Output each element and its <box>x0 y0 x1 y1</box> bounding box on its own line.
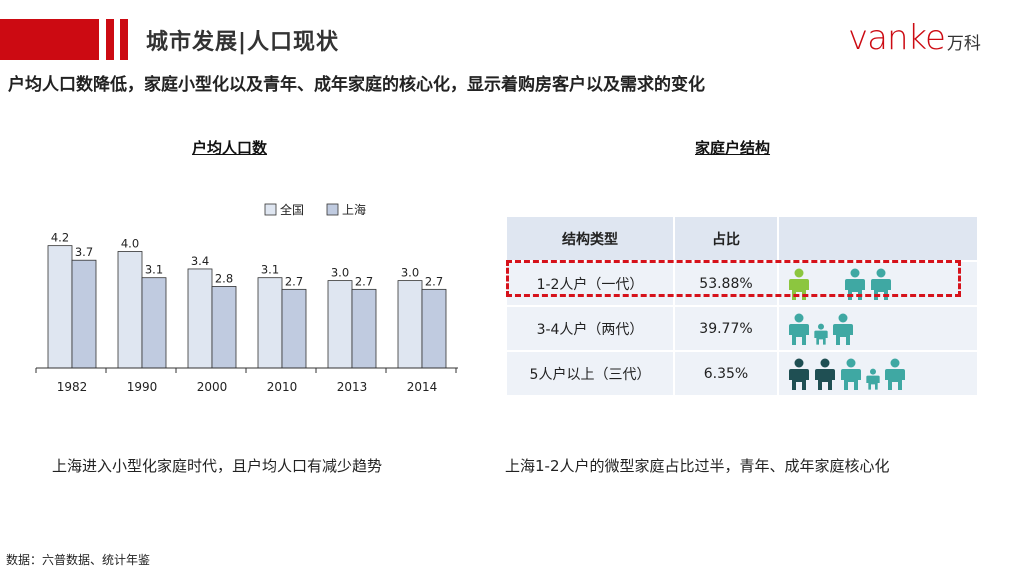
page-subtitle: 户均人口数降低，家庭小型化以及青年、成年家庭的核心化，显示着购房客户以及需求的变… <box>8 75 705 95</box>
x-tick-label: 2013 <box>337 380 368 394</box>
legend-swatch <box>264 203 277 216</box>
header-cell-type: 结构类型 <box>507 217 673 260</box>
data-label: 3.1 <box>261 263 279 277</box>
legend-label: 上海 <box>342 202 366 217</box>
table-row: 3-4人户（两代） 39.77% <box>507 307 977 350</box>
bar <box>47 245 73 369</box>
legend-label: 全国 <box>280 202 304 217</box>
x-tick-label: 1982 <box>57 380 88 394</box>
bar <box>211 286 237 369</box>
bar <box>351 288 377 369</box>
data-label: 4.0 <box>121 236 139 250</box>
left-section-title: 户均人口数 <box>192 139 268 157</box>
x-tick-label: 2010 <box>267 380 298 394</box>
data-label: 2.8 <box>215 271 233 285</box>
child-teal-icon <box>814 323 828 345</box>
row-type: 1-2人户（一代） <box>507 262 673 305</box>
row-type: 3-4人户（两代） <box>507 307 673 350</box>
row-share: 6.35% <box>675 352 777 395</box>
right-caption: 上海1-2人户的微型家庭占比过半，青年、成年家庭核心化 <box>505 457 890 475</box>
bar <box>327 280 353 369</box>
bar <box>141 277 167 369</box>
bar <box>281 288 307 369</box>
header-red-stripe <box>120 19 128 60</box>
data-label: 2.7 <box>355 274 373 288</box>
row-share: 39.77% <box>675 307 777 350</box>
household-size-bar-chart: 全国 上海 4.2 3.7 1982 4.0 3.1 1990 3.4 2.8 2000 3.1 2.7… <box>35 202 458 394</box>
bar <box>117 251 143 369</box>
person-teal-icon <box>833 313 853 345</box>
bar <box>187 268 213 369</box>
highlight-dashed-box <box>506 260 961 297</box>
right-section-title: 家庭户结构 <box>695 139 771 157</box>
row-share: 53.88% <box>675 262 777 305</box>
person-teal-icon <box>841 358 861 390</box>
x-tick-label: 1990 <box>127 380 158 394</box>
table-header-row: 结构类型 占比 <box>507 217 977 260</box>
data-label: 2.7 <box>285 274 303 288</box>
table-row: 5人户以上（三代） 6.35% <box>507 352 977 395</box>
data-label: 2.7 <box>425 274 443 288</box>
bar <box>421 288 447 369</box>
data-label: 3.4 <box>191 254 209 268</box>
header-red-bar <box>0 19 99 60</box>
x-tick-label: 2000 <box>197 380 228 394</box>
left-caption: 上海进入小型化家庭时代，且户均人口有减少趋势 <box>52 457 383 475</box>
data-source-note: 数据：六普数据、统计年鉴 <box>6 553 151 567</box>
table-row: 1-2人户（一代） 53.88% <box>507 262 977 305</box>
data-label: 4.2 <box>51 231 69 245</box>
data-label: 3.0 <box>331 266 349 280</box>
x-tick-label: 2014 <box>407 380 438 394</box>
person-dark-icon <box>815 358 835 390</box>
header-cell-share: 占比 <box>675 217 777 260</box>
person-teal-icon <box>885 358 905 390</box>
bar <box>71 259 97 369</box>
bar <box>397 280 423 369</box>
data-label: 3.0 <box>401 266 419 280</box>
logo-chinese-text: 万科 <box>946 34 981 54</box>
child-teal-icon <box>866 368 880 390</box>
data-label: 3.1 <box>145 263 163 277</box>
person-teal-icon <box>789 313 809 345</box>
row-icons <box>779 352 977 395</box>
household-structure-table: 结构类型 占比 1-2人户（一代） 53.88% 3-4人户（两代） 39.77… <box>505 215 979 397</box>
header-cell-icons <box>779 217 977 260</box>
vanke-logo: vanke 万科 <box>848 18 981 58</box>
legend-swatch <box>326 203 339 216</box>
data-label: 3.7 <box>75 245 93 259</box>
row-type: 5人户以上（三代） <box>507 352 673 395</box>
row-icons <box>779 307 977 350</box>
bar <box>257 277 283 369</box>
header-red-stripe <box>106 19 114 60</box>
person-dark-icon <box>789 358 809 390</box>
page-title: 城市发展|人口现状 <box>146 30 340 55</box>
logo-latin-text: vanke <box>848 18 946 58</box>
